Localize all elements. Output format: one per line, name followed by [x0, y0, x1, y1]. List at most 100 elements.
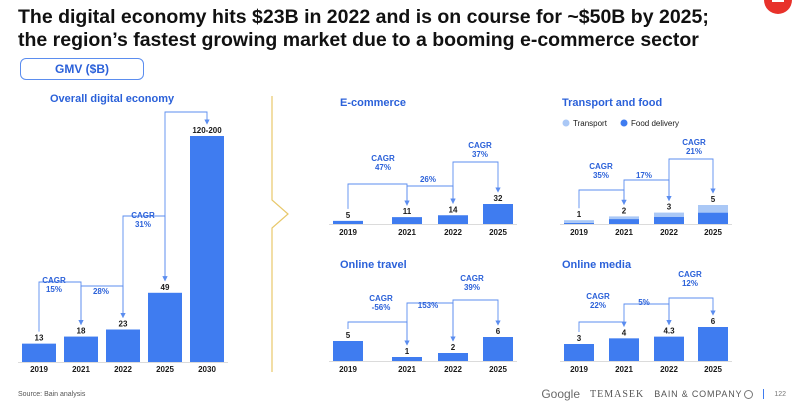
ecommerce-bar-2025 [483, 204, 513, 224]
media-cagr-label-2: 12% [682, 279, 698, 288]
transport-cagr-label-0: 35% [593, 171, 609, 180]
travel-value-label-2022: 2 [451, 343, 456, 352]
ecommerce-tick-2025: 2025 [489, 228, 507, 237]
travel-value-label-2021: 1 [405, 347, 410, 356]
ecommerce-value-label-2025: 32 [494, 194, 503, 203]
overall-bar-2022 [106, 329, 140, 362]
media-value-label-2021: 4 [622, 328, 627, 337]
transport-cagr-label-0: CAGR [589, 162, 613, 171]
travel-title: Online travel [340, 259, 407, 271]
transport-bar-transport-2022 [654, 212, 684, 217]
ecommerce-value-label-2019: 5 [346, 211, 351, 220]
transport-value-label-2021: 2 [622, 206, 627, 215]
overall-title: Overall digital economy [50, 93, 175, 105]
ecommerce-tick-2022: 2022 [444, 228, 462, 237]
travel-cagr-label-2: CAGR [460, 274, 484, 283]
ecommerce-bar-2022 [438, 215, 468, 224]
travel-tick-2021: 2021 [398, 365, 416, 374]
ecommerce-cagr-arrow-0 [347, 183, 410, 209]
ecommerce-cagr-label-0: CAGR [371, 154, 395, 163]
media-value-label-2025: 6 [711, 317, 716, 326]
footer-logos: Google TEMASEK BAIN & COMPANY 122 [541, 387, 786, 401]
travel-value-label-2019: 5 [346, 331, 351, 340]
transport-tick-2019: 2019 [570, 228, 588, 237]
google-logo: Google [541, 387, 581, 401]
transport-tick-2022: 2022 [660, 228, 678, 237]
transport-bar-food-delivery-2022 [654, 216, 684, 224]
unit-pill: GMV ($B) [20, 58, 144, 80]
ecommerce-cagr-label-0: 47% [375, 163, 391, 172]
transport-cagr-label-1: 17% [636, 171, 652, 180]
media-cagr-arrow-1 [623, 303, 672, 327]
headline-line-2: the region’s fastest growing market due … [18, 29, 699, 51]
section-divider [271, 96, 289, 372]
overall-cagr-label-0: CAGR [42, 276, 66, 285]
ecommerce-value-label-2022: 14 [449, 205, 458, 214]
overall-cagr-label-1: 28% [93, 287, 109, 296]
transport-legend-label-1: Food delivery [631, 119, 679, 128]
overall-cagr-label-0: 15% [46, 285, 62, 294]
transport-cagr-arrow-2 [668, 158, 716, 201]
media-tick-2019: 2019 [570, 365, 588, 374]
transport-bar-food-delivery-2021 [609, 219, 639, 224]
transport-bar-food-delivery-2025 [698, 212, 728, 224]
transport-bar-transport-2025 [698, 205, 728, 213]
transport-cagr-arrow-0 [578, 189, 627, 209]
media-bar-2025 [698, 327, 728, 361]
travel-cagr-arrow-0 [347, 321, 410, 346]
transport-legend-swatch-0 [562, 119, 570, 127]
media-title: Online media [562, 259, 632, 271]
travel-cagr-label-0: -56% [372, 303, 391, 312]
media-tick-2025: 2025 [704, 365, 722, 374]
media-bar-2021 [609, 338, 639, 361]
headline-line-1: The digital economy hits $23B in 2022 an… [18, 6, 709, 28]
bain-logo: BAIN & COMPANY [654, 388, 754, 400]
overall-cagr-label-2: 31% [135, 220, 151, 229]
media-cagr-arrow-0 [578, 321, 627, 332]
media-cagr-arrow-2 [668, 297, 716, 325]
transport-title: Transport and food [562, 97, 662, 109]
bain-circle-icon [744, 390, 754, 400]
travel-cagr-label-1: 153% [418, 301, 438, 310]
media-cagr-label-0: 22% [590, 301, 606, 310]
overall-bar-2019 [22, 343, 56, 362]
ecommerce-cagr-label-2: CAGR [468, 141, 492, 150]
source-note: Source: Bain analysis [18, 391, 86, 398]
overall-tick-2021: 2021 [72, 365, 90, 374]
media-bar-2019 [564, 344, 594, 361]
overall-bar-2021 [64, 336, 98, 362]
media-tick-2022: 2022 [660, 365, 678, 374]
travel-value-label-2025: 6 [496, 327, 501, 336]
transport-bar-transport-2021 [609, 216, 639, 220]
overall-value-label-2025: 49 [161, 283, 170, 292]
overall-tick-2019: 2019 [30, 365, 48, 374]
travel-bar-2019 [333, 341, 363, 361]
media-tick-2021: 2021 [615, 365, 633, 374]
transport-bar-food-delivery-2019 [564, 222, 594, 224]
transport-value-label-2022: 3 [667, 203, 672, 212]
overall-bar-2025 [148, 292, 182, 362]
overall-cagr-label-2: CAGR [131, 211, 155, 220]
travel-bar-2021 [392, 357, 422, 361]
transport-value-label-2025: 5 [711, 195, 716, 204]
transport-legend-label-0: Transport [573, 119, 608, 128]
bain-logo-text: BAIN & COMPANY [654, 388, 743, 399]
travel-tick-2022: 2022 [444, 365, 462, 374]
transport-tick-2025: 2025 [704, 228, 722, 237]
transport-value-label-2019: 1 [577, 210, 582, 219]
overall-value-label-2022: 23 [119, 320, 128, 329]
travel-bar-2025 [483, 337, 513, 361]
transport-cagr-label-2: CAGR [682, 138, 706, 147]
media-cagr-label-1: 5% [638, 298, 650, 307]
ecommerce-cagr-arrow-2 [452, 161, 501, 204]
transport-legend-swatch-1 [620, 119, 628, 127]
ecommerce-cagr-arrow-1 [406, 185, 456, 206]
media-bar-2022 [654, 336, 684, 361]
headline: The digital economy hits $23B in 2022 an… [18, 6, 709, 52]
transport-tick-2021: 2021 [615, 228, 633, 237]
ecommerce-tick-2021: 2021 [398, 228, 416, 237]
transport-cagr-label-2: 21% [686, 147, 702, 156]
temasek-logo: TEMASEK [590, 388, 645, 400]
media-value-label-2019: 3 [577, 334, 582, 343]
